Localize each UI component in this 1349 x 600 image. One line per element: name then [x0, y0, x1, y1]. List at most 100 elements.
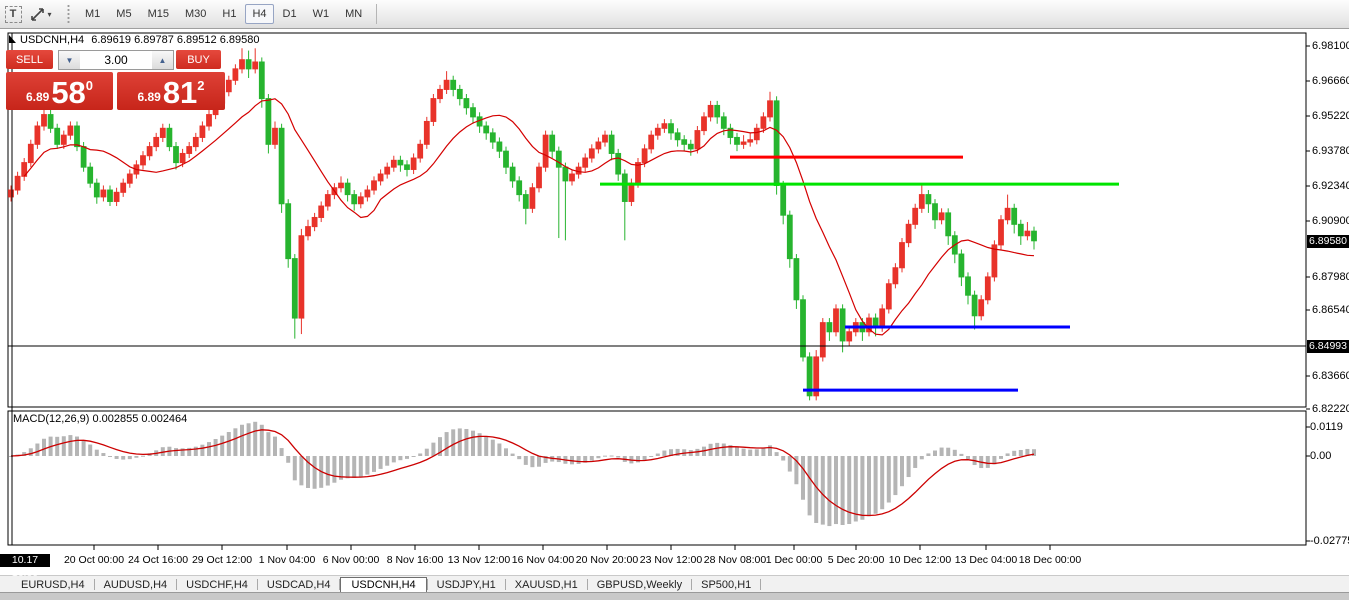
macd-histogram-bar — [906, 456, 911, 478]
macd-histogram-bar — [1025, 448, 1030, 456]
macd-histogram-bar — [240, 424, 244, 456]
macd-histogram-bar — [827, 456, 832, 527]
main-chart-panel-border — [7, 32, 1307, 408]
candle-body — [239, 59, 245, 70]
timeframe-button-h1[interactable]: H1 — [222, 8, 237, 20]
macd-histogram-bar — [576, 456, 581, 464]
macd-histogram-bar — [127, 456, 132, 460]
time-tick-label: 8 Nov 16:00 — [386, 554, 444, 566]
candle-body — [305, 226, 311, 237]
macd-histogram-bar — [193, 446, 198, 456]
macd-histogram-bar — [180, 448, 185, 456]
candle-body — [258, 61, 265, 100]
timeframe-button-m5[interactable]: M5 — [116, 8, 132, 20]
time-tick-label: 16 Nov 04:00 — [511, 554, 575, 566]
macd-histogram-bar — [728, 445, 733, 456]
macd-histogram-bar — [207, 442, 211, 456]
timeframe-button-d1[interactable]: D1 — [282, 8, 297, 20]
chart-tab-usdjpy[interactable]: USDJPY,H1 — [436, 578, 496, 591]
chart-tools-button[interactable]: ▾ — [26, 5, 56, 23]
macd-panel-border — [7, 410, 1307, 546]
macd-histogram-bar — [1018, 449, 1023, 456]
price-tick-label: 6.95220 — [1312, 110, 1349, 122]
candle-body — [74, 125, 80, 148]
macd-histogram-bar — [61, 436, 66, 456]
candle-body — [569, 173, 575, 182]
buy-price-box[interactable]: 6.89 81 2 — [117, 72, 225, 110]
candle-body — [648, 134, 655, 150]
candle-body — [21, 162, 28, 177]
macd-histogram-bar — [187, 447, 192, 456]
candle-body — [654, 127, 661, 136]
macd-tick-label: 0.00 — [1310, 450, 1332, 462]
candle-body — [727, 127, 734, 138]
candle-body — [100, 189, 107, 198]
candle-body — [278, 127, 285, 205]
chart-tab-usdchf[interactable]: USDCHF,H4 — [186, 578, 248, 591]
timeframe-button-m1[interactable]: M1 — [85, 8, 101, 20]
chart-tab-gbpusd[interactable]: GBPUSD,Weekly — [596, 578, 683, 591]
candle-body — [120, 182, 127, 193]
macd-histogram-bar — [75, 436, 79, 456]
macd-histogram-bar — [807, 456, 812, 516]
macd-histogram-bar — [306, 456, 310, 489]
candle-body — [932, 203, 938, 221]
time-tick-label: 20 Oct 00:00 — [63, 554, 125, 566]
candle-body — [390, 159, 397, 168]
timeframe-button-m15[interactable]: M15 — [147, 8, 169, 20]
buy-button[interactable]: BUY — [176, 50, 221, 69]
chart-tab-usdcnh[interactable]: USDCNH,H4 — [340, 576, 427, 593]
macd-histogram-bar — [543, 456, 548, 463]
tab-separator — [93, 579, 95, 590]
candle-body — [542, 134, 549, 168]
candle-body — [965, 276, 971, 296]
macd-histogram-bar — [616, 456, 621, 458]
crosshair-time-badge: 10.17 16:00 — [0, 554, 50, 579]
candle-body — [905, 223, 912, 244]
macd-histogram-bar — [378, 456, 383, 469]
macd-histogram-bar — [1012, 450, 1017, 456]
toolbar-grip[interactable] — [66, 5, 71, 23]
candle-body — [602, 134, 608, 143]
timeframe-button-m30[interactable]: M30 — [184, 8, 207, 20]
sell-price-box[interactable]: 6.89 58 0 — [6, 72, 113, 110]
timeframe-button-h4[interactable]: H4 — [245, 4, 274, 24]
chevron-down-icon: ▾ — [47, 9, 52, 19]
candle-body — [437, 88, 443, 100]
chart-tab-usdcad[interactable]: USDCAD,H4 — [266, 578, 331, 591]
timeframe-button-w1[interactable]: W1 — [312, 8, 330, 20]
chart-tab-xauusd[interactable]: XAUUSD,H1 — [514, 578, 578, 591]
candle-body — [113, 191, 120, 202]
macd-histogram-bar — [292, 456, 297, 481]
candle-body — [1011, 207, 1018, 225]
macd-histogram-bar — [735, 447, 739, 456]
volume-increase-button[interactable]: ▲ — [152, 51, 173, 69]
timeframe-button-mn[interactable]: MN — [345, 8, 363, 20]
macd-histogram-bar — [933, 450, 937, 456]
crosshair-price-badge: 6.84993 — [1307, 340, 1349, 353]
text-tool-button[interactable]: T — [3, 5, 23, 23]
volume-decrease-button[interactable]: ▼ — [59, 51, 80, 69]
macd-histogram-bar — [774, 452, 779, 456]
candle-body — [503, 150, 509, 168]
candle-body — [291, 258, 298, 319]
macd-histogram-bar — [497, 443, 502, 456]
macd-histogram-bar — [9, 456, 13, 457]
candle-body — [971, 294, 978, 317]
chart-tab-audusd[interactable]: AUDUSD,H4 — [103, 578, 168, 591]
diagonal-arrows-icon — [31, 7, 45, 21]
macd-histogram-bar — [220, 435, 225, 456]
macd-histogram-bar — [345, 456, 350, 479]
macd-histogram-bar — [761, 447, 766, 456]
chart-tab-eurusd[interactable]: EURUSD,H4 — [21, 578, 85, 591]
macd-histogram-bar — [457, 428, 462, 456]
time-tick-label: 28 Nov 08:00 — [703, 554, 767, 566]
candle-body — [760, 116, 767, 129]
candle-body — [27, 143, 34, 164]
sell-button[interactable]: SELL — [6, 50, 53, 69]
chart-tab-sp500[interactable]: SP500,H1 — [701, 578, 752, 591]
time-tick-label: 18 Dec 00:00 — [1018, 554, 1082, 566]
candle-body — [199, 125, 206, 138]
volume-input[interactable] — [80, 51, 152, 69]
